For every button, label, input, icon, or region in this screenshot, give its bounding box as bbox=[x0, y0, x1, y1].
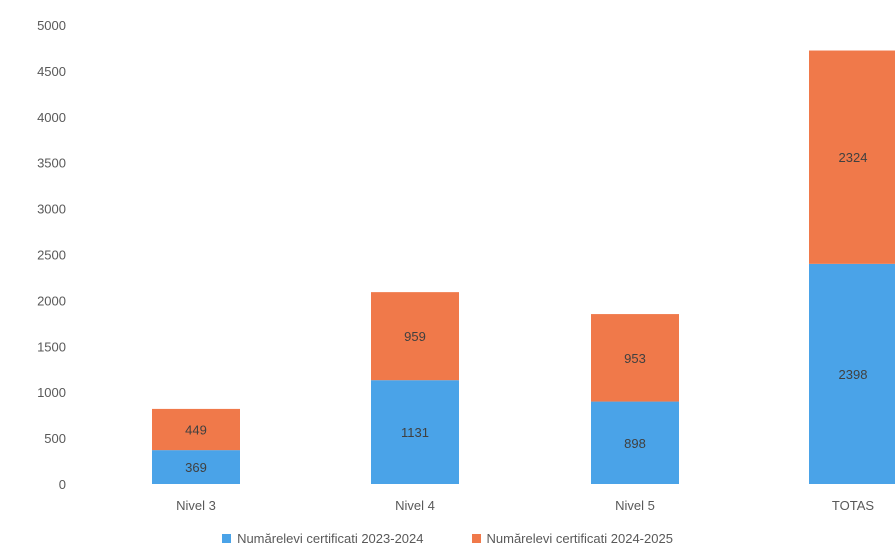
x-tick-label-totas: TOTAS bbox=[832, 498, 874, 513]
bar-nivel-3-series-1 bbox=[152, 450, 240, 484]
data-label-totas-series-2: 2324 bbox=[839, 150, 868, 165]
y-tick-label-4500: 4500 bbox=[37, 64, 66, 79]
y-tick-label-0: 0 bbox=[59, 477, 66, 492]
bar-nivel-4-series-2 bbox=[371, 292, 459, 381]
bar-totas-series-1 bbox=[809, 263, 895, 484]
data-label-nivel-5-series-1: 898 bbox=[624, 436, 646, 451]
legend-label-2023-2024: Numărelevi certificati 2023-2024 bbox=[237, 530, 424, 546]
y-tick-label-3500: 3500 bbox=[37, 156, 66, 171]
legend-label-2024-2025: Numărelevi certificati 2024-2025 bbox=[486, 530, 673, 546]
bar-nivel-3-series-2 bbox=[152, 408, 240, 451]
y-tick-label-2000: 2000 bbox=[37, 293, 66, 308]
bar-nivel-5-series-1 bbox=[591, 401, 679, 484]
y-tick-label-1000: 1000 bbox=[37, 385, 66, 400]
bar-totas-series-2 bbox=[809, 50, 895, 264]
y-tick-label-5000: 5000 bbox=[37, 18, 66, 33]
bar-series bbox=[152, 50, 895, 484]
data-label-nivel-3-series-2: 449 bbox=[185, 423, 207, 438]
y-tick-label-1500: 1500 bbox=[37, 339, 66, 354]
legend-item-2024-2025: Numărelevi certificati 2024-2025 bbox=[471, 528, 673, 548]
x-axis: Nivel 3 Nivel 4 Nivel 5 TOTAS bbox=[176, 498, 874, 513]
legend-swatch-2023-2024 bbox=[222, 533, 232, 543]
x-tick-label-nivel-4: Nivel 4 bbox=[395, 498, 435, 513]
data-label-nivel-4-series-1: 1131 bbox=[401, 425, 429, 440]
legend: Numărelevi certificati 2023-2024 Numărel… bbox=[0, 528, 895, 548]
data-label-nivel-4-series-2: 959 bbox=[404, 329, 426, 344]
x-tick-label-nivel-3: Nivel 3 bbox=[176, 498, 216, 513]
data-labels: 369 449 1131 959 898 953 2398 2324 bbox=[185, 150, 867, 475]
legend-item-2023-2024: Numărelevi certificati 2023-2024 bbox=[222, 528, 424, 548]
y-tick-label-2500: 2500 bbox=[37, 248, 66, 263]
y-tick-label-4000: 4000 bbox=[37, 110, 66, 125]
data-label-totas-series-1: 2398 bbox=[839, 367, 868, 382]
x-tick-label-nivel-5: Nivel 5 bbox=[615, 498, 655, 513]
data-label-nivel-5-series-2: 953 bbox=[624, 351, 646, 366]
bar-nivel-5-series-2 bbox=[591, 314, 679, 402]
legend-swatch-2024-2025 bbox=[471, 533, 481, 543]
data-label-nivel-3-series-1: 369 bbox=[185, 460, 207, 475]
y-axis: 0 500 1000 1500 2000 2500 3000 3500 4000 4500 5000 bbox=[37, 18, 66, 492]
y-tick-label-500: 500 bbox=[44, 431, 66, 446]
y-tick-label-3000: 3000 bbox=[37, 202, 66, 217]
bar-nivel-4-series-1 bbox=[371, 380, 459, 484]
